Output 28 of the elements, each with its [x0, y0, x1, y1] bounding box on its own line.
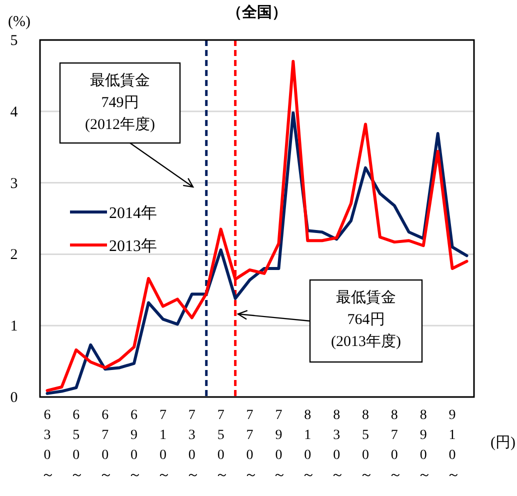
chart-title: （全国）: [227, 4, 287, 21]
x-tick-label: 730～: [184, 408, 200, 487]
x-tick-label: 710～: [155, 408, 170, 487]
legend-label: 2014年: [109, 205, 157, 222]
x-tick-label: 670～: [98, 408, 113, 487]
legend-label: 2013年: [109, 238, 157, 255]
y-tick-label: 2: [10, 247, 18, 264]
x-tick-label: 830～: [329, 408, 344, 487]
y-tick-label: 4: [10, 104, 18, 120]
x-tick-label: 650～: [68, 408, 84, 487]
x-tick-label: 790～: [271, 408, 286, 487]
x-tick-label: 810～: [300, 408, 316, 487]
x-tick-label: 690～: [126, 408, 142, 487]
x-tick-label: 770～: [242, 408, 258, 487]
annotation: 最低賃金 749円 (2012年度): [85, 72, 155, 133]
x-tick-label: 870～: [386, 408, 402, 487]
x-tick-label: 630～: [40, 408, 55, 487]
x-tick-label: 890～: [416, 408, 431, 487]
x-tick-label: 750～: [213, 408, 228, 487]
annotation: 最低賃金 764円 (2013年度): [331, 289, 401, 350]
x-tick-label: 910～: [444, 408, 460, 487]
x-axis-title: (円): [490, 435, 516, 451]
y-axis-title: (%): [8, 14, 30, 30]
x-tick-label: 850～: [358, 408, 373, 487]
y-tick-label: 1: [10, 318, 18, 335]
y-tick-label: 3: [10, 176, 18, 192]
y-tick-label: 0: [10, 390, 18, 406]
y-tick-label: 5: [10, 33, 18, 49]
